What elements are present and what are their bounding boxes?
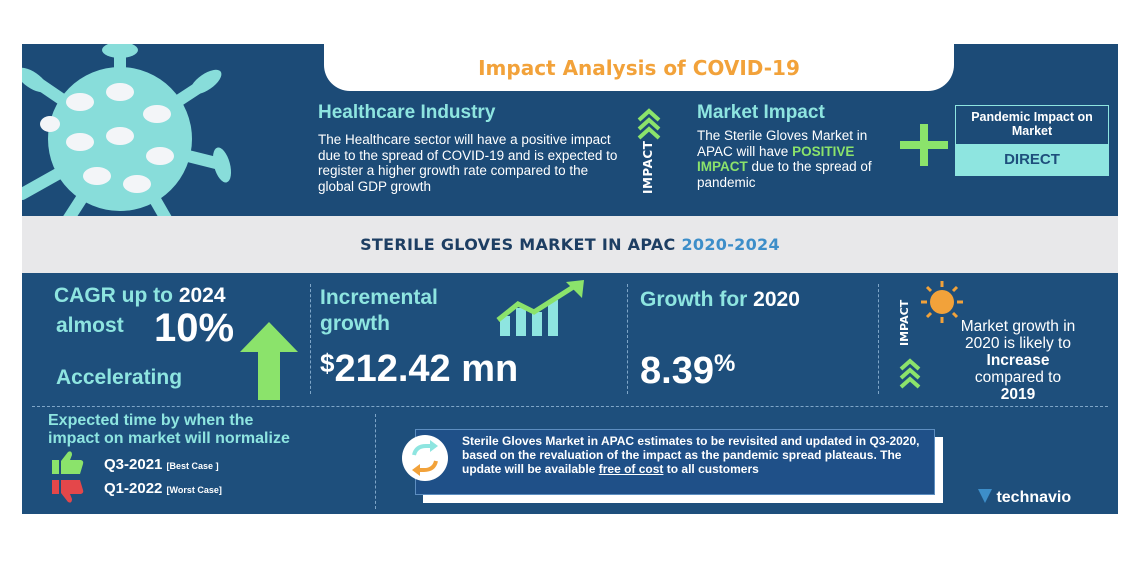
- market-banner: STERILE GLOVES MARKET IN APAC 2020-2024: [22, 216, 1118, 273]
- plus-icon: [900, 124, 948, 166]
- sun-icon: [921, 281, 963, 323]
- healthcare-text: The Healthcare sector will have a positi…: [318, 132, 618, 194]
- increase-text: Increase: [986, 352, 1050, 369]
- best-case: Q3-2021 [Best Case ]: [104, 456, 219, 473]
- arrow-up-icon: [240, 322, 298, 400]
- pandemic-impact-box: Pandemic Impact on Market DIRECT: [955, 105, 1109, 176]
- update-notice: Sterile Gloves Market in APAC estimates …: [402, 429, 935, 495]
- page-title: Impact Analysis of COVID-19: [478, 56, 800, 80]
- refresh-icon: [402, 435, 448, 481]
- divider: [627, 284, 628, 394]
- thumbs-down-icon: [52, 480, 84, 503]
- market-impact-text: The Sterile Gloves Market in APAC will h…: [697, 128, 872, 190]
- cagr-trend: Accelerating: [56, 366, 183, 389]
- cagr-prefix: almost: [56, 314, 124, 337]
- cagr-year: 2024: [178, 284, 226, 307]
- divider: [878, 284, 879, 394]
- infographic-canvas: Impact Analysis of COVID-19 Healthcare I…: [22, 44, 1118, 514]
- healthcare-heading: Healthcare Industry: [318, 102, 496, 123]
- incremental-heading-line2: growth: [320, 312, 390, 335]
- growth-value: 8.39%: [640, 350, 736, 392]
- chevrons-up-icon: [637, 108, 661, 140]
- growth-year: 2020: [753, 288, 800, 311]
- chevrons-up-icon: [899, 358, 921, 389]
- positive-impact-highlight: POSITIVE IMPACT: [697, 143, 855, 175]
- pandemic-impact-label: Pandemic Impact on Market: [956, 106, 1108, 144]
- banner-title: STERILE GLOVES MARKET IN APAC 2020-2024: [360, 235, 780, 254]
- growth-chart-icon: [496, 280, 584, 336]
- divider: [375, 414, 376, 509]
- logo-mark-icon: [978, 489, 992, 503]
- impact-label: IMPACT: [641, 140, 655, 194]
- technavio-logo: technavio: [978, 489, 1108, 509]
- divider: [310, 284, 311, 394]
- divider: [32, 406, 1108, 407]
- worst-case: Q1-2022 [Worst Case]: [104, 480, 222, 497]
- pandemic-impact-value: DIRECT: [956, 144, 1108, 176]
- impact-label-right: IMPACT: [898, 299, 911, 346]
- thumbs-up-icon: [52, 451, 84, 474]
- incremental-heading-line1: Incremental: [320, 286, 438, 309]
- market-impact-heading: Market Impact: [697, 102, 825, 123]
- cagr-heading: CAGR up to 2024: [54, 284, 226, 307]
- free-of-cost-link[interactable]: free of cost: [598, 462, 664, 476]
- update-text: Sterile Gloves Market in APAC estimates …: [462, 434, 920, 476]
- expected-heading: Expected time by when the impact on mark…: [48, 412, 290, 447]
- virus-illustration: [22, 44, 232, 242]
- impact-right-text: Market growth in 2020 is likely to Incre…: [926, 318, 1110, 403]
- incremental-value: $212.42 mn: [320, 348, 519, 390]
- title-pill: Impact Analysis of COVID-19: [324, 44, 954, 91]
- cagr-value: 10%: [154, 306, 235, 350]
- banner-years: 2020-2024: [681, 235, 780, 254]
- growth-heading: Growth for 2020: [640, 288, 800, 311]
